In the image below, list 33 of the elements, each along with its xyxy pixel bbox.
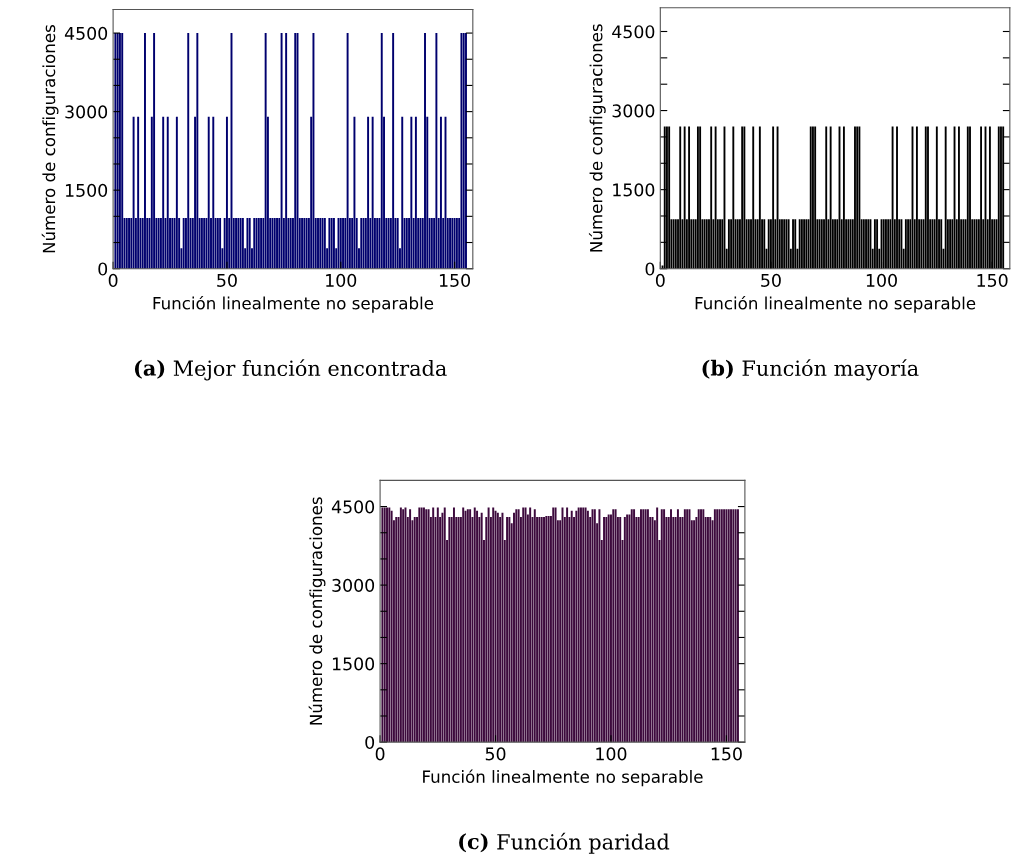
x-tick-label: 0 (655, 273, 665, 287)
text: (c) Función paridad (459, 832, 670, 854)
y-tick-label: 0 (645, 262, 655, 276)
x-tick-label: 0 (108, 273, 118, 287)
x-tick-label: 50 (217, 273, 237, 287)
y-axis-title: Número de configuraciones (588, 24, 606, 252)
x-tick-label: 100 (596, 747, 627, 761)
y-tick-label: 0 (98, 262, 108, 276)
y-axis-title: Número de configuraciones (308, 497, 326, 725)
x-tick-label: 100 (866, 273, 897, 287)
y-tick-label: 4500 (64, 26, 108, 40)
x-tick-label: 50 (761, 273, 781, 287)
y-tick-label: 4500 (331, 500, 375, 514)
y-tick-label: 1500 (613, 183, 655, 197)
x-tick-label: 150 (711, 747, 742, 761)
text: (a) Mejor función encontrada (134, 359, 447, 381)
x-tick-label: 100 (326, 273, 357, 287)
y-tick-label: 3000 (612, 104, 655, 118)
y-tick-label: 3000 (332, 578, 375, 592)
x-axis-title: Función linealmente no separable (153, 295, 434, 313)
x-axis-title: Función linealmente no separable (423, 769, 703, 787)
y-tick-label: 3000 (65, 105, 108, 119)
x-tick-label: 150 (439, 273, 471, 287)
text: (b) Función mayoría (702, 359, 919, 381)
x-tick-label: 150 (977, 273, 1008, 287)
y-tick-label: 1500 (65, 183, 108, 197)
y-tick-label: 1500 (332, 657, 375, 671)
x-tick-label: 50 (485, 747, 506, 761)
y-tick-label: 0 (365, 735, 375, 750)
y-axis-title: Número de configuraciones (41, 25, 59, 253)
y-tick-label: 4500 (612, 25, 655, 39)
x-axis-title: Función linealmente no separable (695, 295, 976, 313)
x-tick-label: 0 (375, 747, 385, 761)
